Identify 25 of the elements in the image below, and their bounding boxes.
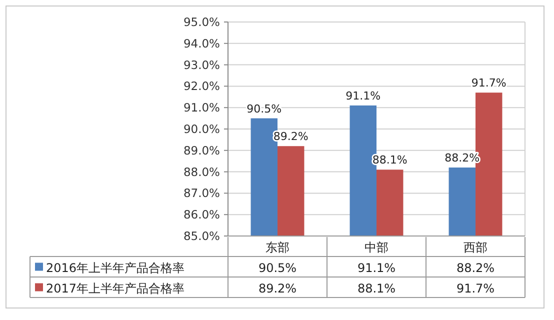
ytick: 95.0% (183, 15, 220, 29)
data-label: 91.7% (471, 76, 506, 90)
ytick: 94.0% (183, 36, 220, 50)
ytick: 87.0% (183, 186, 220, 200)
data-label: 90.5% (246, 102, 282, 116)
table-value: 90.5% (258, 260, 297, 275)
category: 中部 (364, 240, 388, 254)
ytick: 90.0% (183, 122, 220, 136)
legend-label: 2016年上半年产品合格率 (46, 260, 185, 275)
ytick: 85.0% (183, 229, 220, 243)
ytick: 92.0% (183, 79, 220, 94)
ytick: 93.0% (183, 58, 220, 72)
ytick: 91.0% (183, 100, 220, 115)
table-value: 91.7% (456, 281, 495, 296)
table-value: 89.2% (258, 281, 297, 296)
ytick: 88.0% (183, 164, 220, 179)
category: 东部 (266, 240, 290, 254)
table-value: 88.1% (357, 281, 396, 296)
table-value: 88.2% (456, 260, 495, 275)
legend-label: 2017年上半年产品合格率 (46, 281, 185, 296)
ytick: 86.0% (183, 208, 220, 222)
category: 西部 (464, 240, 488, 254)
data-label: 91.1% (346, 89, 381, 102)
table-value: 91.1% (357, 260, 396, 275)
ytick: 89.0% (183, 143, 220, 158)
